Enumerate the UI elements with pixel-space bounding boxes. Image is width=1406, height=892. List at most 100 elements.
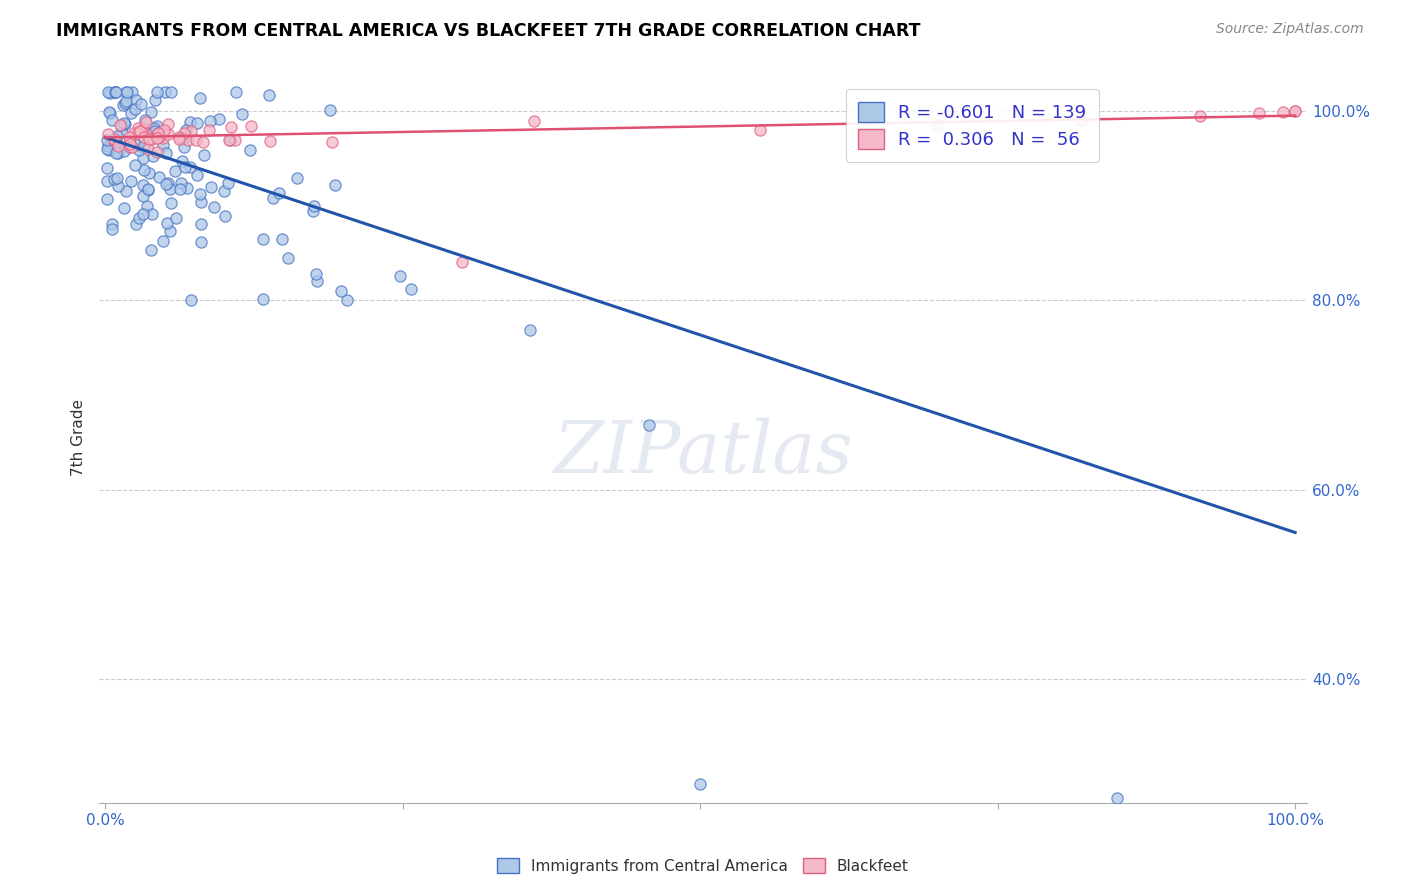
Point <box>97 85 120 99</box>
Point <box>145 131 167 145</box>
Point <box>451 255 474 269</box>
Point <box>97 127 120 141</box>
Point <box>138 183 160 197</box>
Point <box>318 103 340 117</box>
Point <box>157 176 180 190</box>
Point <box>188 91 211 105</box>
Point <box>262 191 284 205</box>
Point <box>748 123 770 137</box>
Point <box>152 234 174 248</box>
Point <box>218 133 240 147</box>
Point <box>240 120 263 134</box>
Point <box>124 218 146 232</box>
Point <box>132 206 155 220</box>
Point <box>121 85 143 99</box>
Point <box>105 171 128 186</box>
Point <box>214 210 236 224</box>
Point <box>191 135 214 149</box>
Point <box>112 144 135 158</box>
Point <box>96 161 118 175</box>
Point <box>1188 109 1211 123</box>
Point <box>180 124 202 138</box>
Point <box>200 179 222 194</box>
Legend: R = -0.601   N = 139, R =  0.306   N =  56: R = -0.601 N = 139, R = 0.306 N = 56 <box>845 89 1098 161</box>
Point <box>267 186 290 200</box>
Point <box>155 216 177 230</box>
Point <box>138 132 160 146</box>
Point <box>1105 790 1128 805</box>
Point <box>153 85 176 99</box>
Point <box>165 211 187 225</box>
Point <box>689 776 711 790</box>
Text: IMMIGRANTS FROM CENTRAL AMERICA VS BLACKFEET 7TH GRADE CORRELATION CHART: IMMIGRANTS FROM CENTRAL AMERICA VS BLACK… <box>56 22 921 40</box>
Point <box>257 87 280 102</box>
Point <box>132 163 155 178</box>
Point <box>329 285 352 299</box>
Point <box>172 154 194 169</box>
Point <box>389 268 412 283</box>
Point <box>143 121 166 136</box>
Point <box>174 161 197 175</box>
Point <box>115 85 138 99</box>
Point <box>177 133 200 147</box>
Point <box>153 123 176 137</box>
Point <box>186 116 208 130</box>
Point <box>176 181 198 195</box>
Point <box>115 184 138 198</box>
Point <box>132 151 155 165</box>
Point <box>98 104 121 119</box>
Point <box>200 113 222 128</box>
Point <box>120 173 142 187</box>
Point <box>97 139 120 153</box>
Point <box>277 251 299 265</box>
Point <box>118 135 141 149</box>
Point <box>180 293 202 307</box>
Point <box>120 106 142 120</box>
Point <box>139 105 162 120</box>
Y-axis label: 7th Grade: 7th Grade <box>72 400 86 476</box>
Point <box>146 126 169 140</box>
Point <box>170 176 193 190</box>
Point <box>115 85 138 99</box>
Point <box>401 282 423 296</box>
Point <box>146 145 169 160</box>
Point <box>259 134 281 148</box>
Point <box>118 130 141 145</box>
Point <box>214 184 236 198</box>
Point <box>165 164 187 178</box>
Point <box>208 112 231 127</box>
Point <box>155 145 177 160</box>
Point <box>139 243 162 257</box>
Point <box>110 118 132 132</box>
Point <box>134 113 156 128</box>
Point <box>252 292 274 306</box>
Point <box>169 129 191 144</box>
Point <box>160 195 183 210</box>
Text: ZIPatlas: ZIPatlas <box>554 417 853 488</box>
Point <box>96 174 118 188</box>
Point <box>169 182 191 196</box>
Point <box>104 85 127 99</box>
Point <box>105 85 128 99</box>
Point <box>172 132 194 146</box>
Point <box>124 137 146 152</box>
Point <box>122 126 145 140</box>
Point <box>121 140 143 154</box>
Point <box>138 166 160 180</box>
Point <box>118 140 141 154</box>
Point <box>120 136 142 151</box>
Point <box>148 169 170 184</box>
Point <box>97 144 120 158</box>
Point <box>128 211 150 226</box>
Point <box>108 118 131 132</box>
Point <box>124 158 146 172</box>
Point <box>179 115 201 129</box>
Point <box>225 85 247 99</box>
Point <box>145 85 167 99</box>
Point <box>224 133 246 147</box>
Point <box>198 122 221 136</box>
Point <box>104 85 127 99</box>
Point <box>124 102 146 116</box>
Point <box>336 293 359 307</box>
Point <box>136 182 159 196</box>
